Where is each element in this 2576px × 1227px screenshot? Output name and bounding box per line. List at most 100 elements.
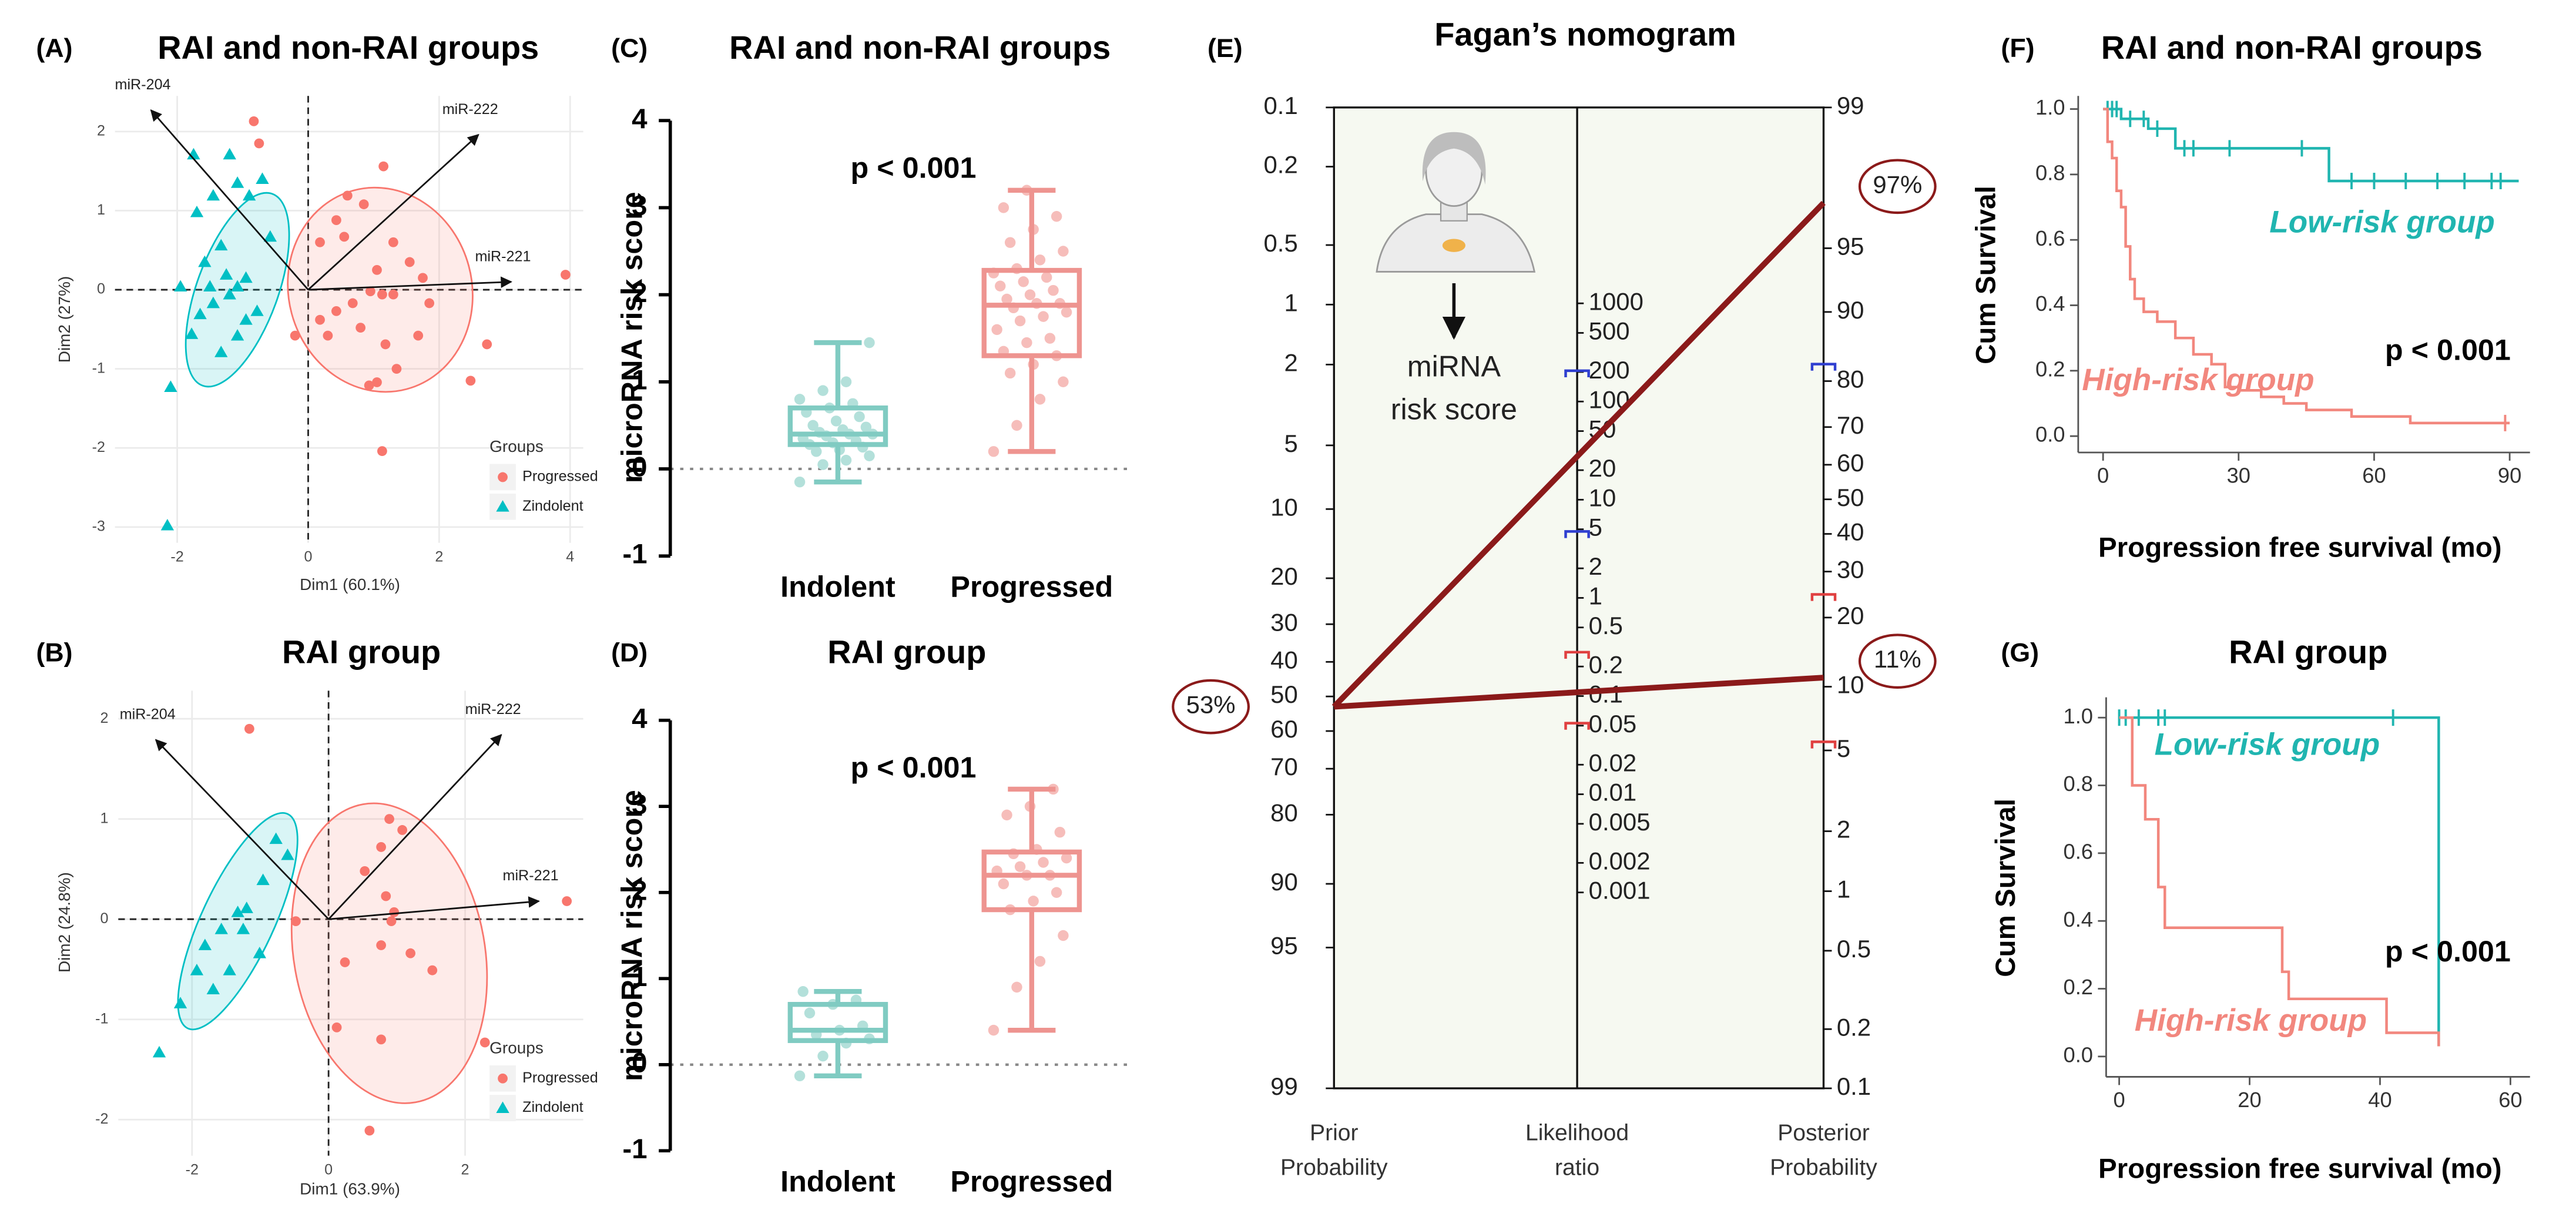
- y-tick-label: 0.0: [2035, 423, 2065, 447]
- legend-marker: [498, 1073, 508, 1084]
- p-value: p < 0.001: [2385, 333, 2511, 367]
- loading-arrow: [155, 739, 330, 920]
- data-point: [1051, 887, 1062, 898]
- data-point: [424, 298, 435, 309]
- series-label: High-risk group: [2082, 363, 2314, 397]
- data-point: [244, 723, 254, 734]
- data-point: [291, 916, 301, 927]
- loading-label: miR-222: [465, 701, 521, 718]
- data-point: [991, 324, 1002, 336]
- prior-tick-label: 90: [1270, 868, 1298, 896]
- box: [981, 267, 1082, 358]
- data-point: [193, 307, 207, 320]
- data-point: [173, 997, 187, 1008]
- data-point: [242, 189, 256, 201]
- y-tick-label: 0.8: [2063, 772, 2093, 796]
- x-tick-label: -2: [186, 1161, 199, 1178]
- p-value: p < 0.001: [2385, 934, 2511, 968]
- data-point: [360, 866, 370, 876]
- data-point: [1058, 930, 1069, 941]
- legend-marker: [498, 472, 508, 482]
- data-point: [173, 280, 187, 292]
- thyroid: [1442, 239, 1465, 252]
- data-point: [840, 454, 852, 466]
- x-tick-label: 2: [435, 549, 443, 565]
- y-axis-label: microRNA risk score: [615, 790, 649, 1081]
- box: [787, 405, 888, 447]
- lr-tick-label: 2: [1589, 552, 1602, 580]
- data-point: [388, 289, 398, 300]
- data-point: [381, 891, 391, 901]
- data-point: [1034, 254, 1046, 266]
- p-value: p < 0.001: [851, 750, 977, 784]
- y-tick-label: 1: [100, 810, 109, 826]
- lr-tick-label: 200: [1589, 356, 1630, 384]
- chart-title: RAI and non-RAI groups: [157, 29, 539, 66]
- y-tick-label: 1.0: [2063, 704, 2093, 728]
- y-tick-label: 0.4: [2035, 291, 2065, 316]
- loading-label: miR-221: [475, 248, 531, 264]
- data-point: [384, 814, 394, 824]
- loading-arrow: [328, 896, 540, 920]
- y-axis-label: Dim2 (24.8%): [55, 872, 73, 973]
- lr-tick-label: 0.05: [1589, 710, 1637, 737]
- x-axis-label: Progression free survival (mo): [2098, 532, 2502, 564]
- data-point: [152, 1045, 166, 1058]
- data-point: [1058, 246, 1069, 257]
- data-point: [386, 916, 397, 927]
- posterior-tick-label: 5: [1837, 735, 1850, 762]
- y-tick-label: -1: [92, 360, 105, 376]
- data-point: [1011, 981, 1022, 993]
- data-point: [281, 848, 294, 860]
- posterior-tick-label: 10: [1837, 671, 1864, 699]
- posterior-tick-label: 30: [1837, 556, 1864, 584]
- data-point: [1001, 809, 1012, 821]
- data-point: [342, 190, 353, 201]
- value-badge: [1858, 633, 1937, 689]
- data-point: [1034, 956, 1046, 967]
- data-point: [1054, 826, 1066, 838]
- ci-mark: [1810, 740, 1837, 749]
- prior-tick-label: 95: [1270, 932, 1298, 960]
- y-axis-label: Cum Survival: [1971, 186, 2002, 364]
- panel-label: (G): [2001, 639, 2039, 668]
- y-tick-label: 0: [632, 452, 647, 483]
- data-point: [378, 161, 389, 172]
- loading-label: miR-204: [120, 706, 176, 723]
- data-point: [1014, 861, 1026, 873]
- y-axis-label: Dim2 (27%): [55, 276, 73, 363]
- data-point: [315, 314, 325, 325]
- data-point: [807, 420, 819, 431]
- y-tick-label: 0.8: [2035, 160, 2065, 185]
- data-point: [254, 138, 264, 149]
- prior-tick-label: 5: [1284, 430, 1297, 457]
- prior-tick-label: 20: [1270, 562, 1298, 590]
- lr-tick-label: 0.5: [1589, 612, 1623, 639]
- value-badge: [1172, 679, 1250, 735]
- data-point: [347, 298, 358, 309]
- data-point: [358, 199, 369, 210]
- data-point: [830, 415, 842, 427]
- data-point: [223, 287, 236, 300]
- y-tick-label: 1: [632, 961, 647, 993]
- prior-tick-label: 10: [1270, 493, 1298, 521]
- data-point: [263, 230, 277, 242]
- y-tick-label: 2: [100, 710, 109, 726]
- loading-label: miR-204: [115, 76, 170, 93]
- chart-title: RAI group: [827, 633, 986, 671]
- data-point: [465, 376, 476, 386]
- data-point: [364, 1125, 375, 1136]
- prior-tick-label: 1: [1284, 289, 1297, 316]
- data-point: [1028, 896, 1039, 907]
- data-point: [561, 270, 571, 280]
- data-point: [377, 289, 387, 300]
- lr-tick-label: 20: [1589, 454, 1616, 482]
- data-point: [1058, 376, 1069, 388]
- data-point: [1044, 333, 1056, 344]
- y-tick-label: 3: [632, 789, 647, 820]
- data-point: [988, 1024, 999, 1036]
- y-tick-label: 1.0: [2035, 95, 2065, 119]
- data-point: [372, 377, 382, 387]
- lr-tick-label: 0.02: [1589, 749, 1637, 776]
